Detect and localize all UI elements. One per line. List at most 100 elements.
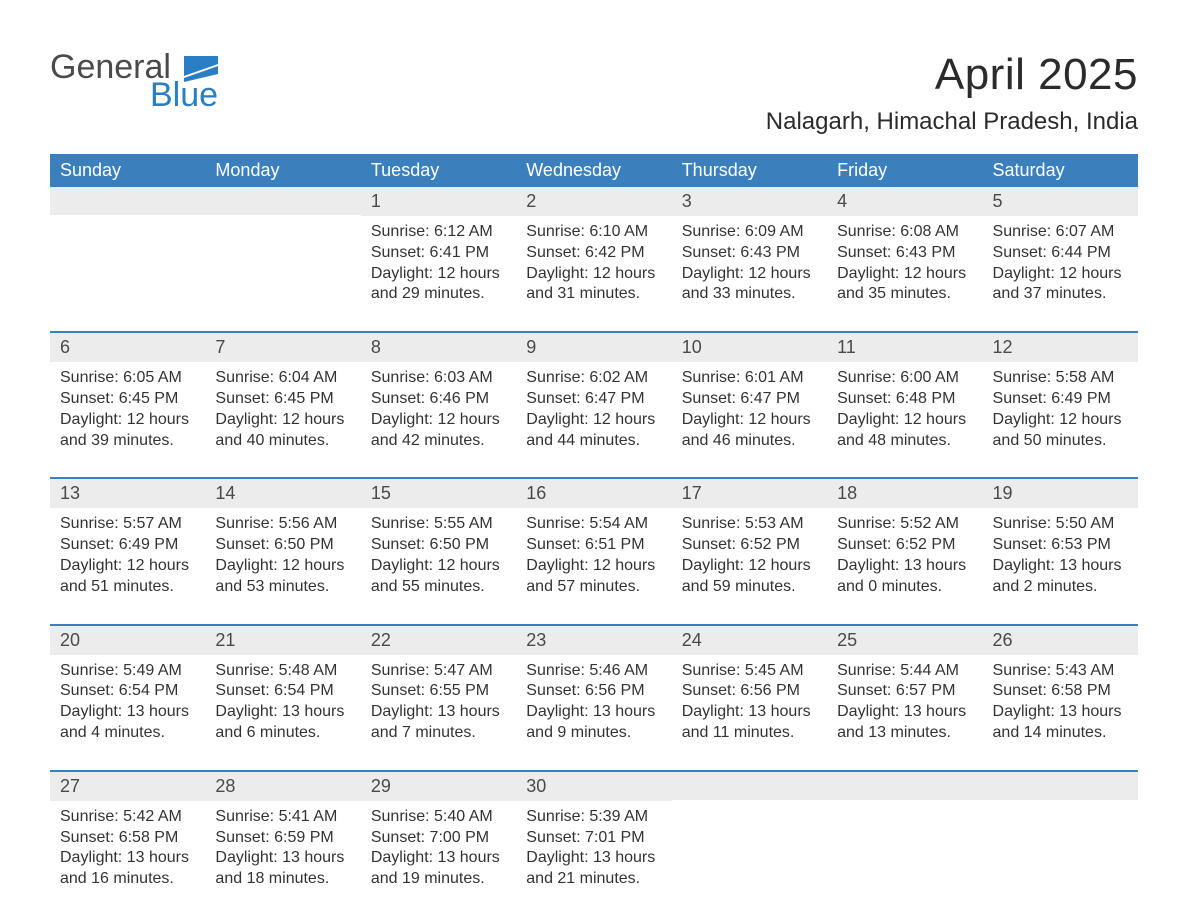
day-details: Sunrise: 5:43 AMSunset: 6:58 PMDaylight:… xyxy=(983,655,1138,770)
day-details: Sunrise: 6:07 AMSunset: 6:44 PMDaylight:… xyxy=(983,216,1138,331)
sunset-text: Sunset: 6:56 PM xyxy=(526,681,661,702)
sunrise-text: Sunrise: 6:04 AM xyxy=(215,368,350,389)
daylight-text: Daylight: 12 hours and 31 minutes. xyxy=(526,264,661,306)
calendar-week-row: 6Sunrise: 6:05 AMSunset: 6:45 PMDaylight… xyxy=(50,331,1138,477)
calendar-cell: 15Sunrise: 5:55 AMSunset: 6:50 PMDayligh… xyxy=(361,477,516,623)
calendar-cell: 5Sunrise: 6:07 AMSunset: 6:44 PMDaylight… xyxy=(983,187,1138,331)
daylight-text: Daylight: 13 hours and 7 minutes. xyxy=(371,702,506,744)
calendar-cell: 21Sunrise: 5:48 AMSunset: 6:54 PMDayligh… xyxy=(205,624,360,770)
day-details: Sunrise: 5:42 AMSunset: 6:58 PMDaylight:… xyxy=(50,801,205,916)
sunset-text: Sunset: 6:50 PM xyxy=(215,535,350,556)
calendar-cell: 4Sunrise: 6:08 AMSunset: 6:43 PMDaylight… xyxy=(827,187,982,331)
calendar-cell: 17Sunrise: 5:53 AMSunset: 6:52 PMDayligh… xyxy=(672,477,827,623)
daylight-text: Daylight: 13 hours and 9 minutes. xyxy=(526,702,661,744)
sunset-text: Sunset: 7:01 PM xyxy=(526,828,661,849)
day-details: Sunrise: 5:46 AMSunset: 6:56 PMDaylight:… xyxy=(516,655,671,770)
sunset-text: Sunset: 6:47 PM xyxy=(526,389,661,410)
header-bar: General Blue April 2025 Nalagarh, Himach… xyxy=(50,50,1138,136)
day-details: Sunrise: 5:40 AMSunset: 7:00 PMDaylight:… xyxy=(361,801,516,916)
day-header: Friday xyxy=(827,154,982,187)
day-header: Tuesday xyxy=(361,154,516,187)
sunset-text: Sunset: 6:43 PM xyxy=(837,243,972,264)
calendar-cell xyxy=(827,770,982,916)
calendar-cell: 27Sunrise: 5:42 AMSunset: 6:58 PMDayligh… xyxy=(50,770,205,916)
day-details: Sunrise: 5:47 AMSunset: 6:55 PMDaylight:… xyxy=(361,655,516,770)
calendar-cell: 30Sunrise: 5:39 AMSunset: 7:01 PMDayligh… xyxy=(516,770,671,916)
day-number: 21 xyxy=(205,626,360,655)
daylight-text: Daylight: 12 hours and 53 minutes. xyxy=(215,556,350,598)
day-number-empty xyxy=(205,187,360,215)
calendar-cell: 11Sunrise: 6:00 AMSunset: 6:48 PMDayligh… xyxy=(827,331,982,477)
daylight-text: Daylight: 13 hours and 2 minutes. xyxy=(993,556,1128,598)
day-number: 25 xyxy=(827,626,982,655)
daylight-text: Daylight: 12 hours and 55 minutes. xyxy=(371,556,506,598)
day-details: Sunrise: 6:10 AMSunset: 6:42 PMDaylight:… xyxy=(516,216,671,331)
sunrise-text: Sunrise: 6:08 AM xyxy=(837,222,972,243)
sunrise-text: Sunrise: 6:02 AM xyxy=(526,368,661,389)
calendar-cell xyxy=(672,770,827,916)
day-details: Sunrise: 6:04 AMSunset: 6:45 PMDaylight:… xyxy=(205,362,360,477)
sunrise-text: Sunrise: 5:49 AM xyxy=(60,661,195,682)
day-header: Sunday xyxy=(50,154,205,187)
day-details: Sunrise: 5:39 AMSunset: 7:01 PMDaylight:… xyxy=(516,801,671,916)
sunset-text: Sunset: 6:52 PM xyxy=(682,535,817,556)
sunset-text: Sunset: 6:47 PM xyxy=(682,389,817,410)
sunset-text: Sunset: 6:59 PM xyxy=(215,828,350,849)
day-header: Thursday xyxy=(672,154,827,187)
sunrise-text: Sunrise: 5:50 AM xyxy=(993,514,1128,535)
day-details: Sunrise: 6:02 AMSunset: 6:47 PMDaylight:… xyxy=(516,362,671,477)
day-number: 12 xyxy=(983,333,1138,362)
calendar-cell: 28Sunrise: 5:41 AMSunset: 6:59 PMDayligh… xyxy=(205,770,360,916)
day-number-empty xyxy=(983,772,1138,800)
day-number: 30 xyxy=(516,772,671,801)
day-details: Sunrise: 6:05 AMSunset: 6:45 PMDaylight:… xyxy=(50,362,205,477)
calendar-cell: 13Sunrise: 5:57 AMSunset: 6:49 PMDayligh… xyxy=(50,477,205,623)
calendar-cell: 29Sunrise: 5:40 AMSunset: 7:00 PMDayligh… xyxy=(361,770,516,916)
sunrise-text: Sunrise: 6:00 AM xyxy=(837,368,972,389)
day-number: 4 xyxy=(827,187,982,216)
sunrise-text: Sunrise: 5:40 AM xyxy=(371,807,506,828)
sunrise-text: Sunrise: 6:01 AM xyxy=(682,368,817,389)
sunset-text: Sunset: 6:54 PM xyxy=(60,681,195,702)
flag-icon xyxy=(184,54,218,80)
daylight-text: Daylight: 13 hours and 6 minutes. xyxy=(215,702,350,744)
day-number: 26 xyxy=(983,626,1138,655)
day-number: 14 xyxy=(205,479,360,508)
day-number: 18 xyxy=(827,479,982,508)
sunset-text: Sunset: 6:45 PM xyxy=(60,389,195,410)
daylight-text: Daylight: 12 hours and 57 minutes. xyxy=(526,556,661,598)
day-details: Sunrise: 5:54 AMSunset: 6:51 PMDaylight:… xyxy=(516,508,671,623)
calendar-cell: 6Sunrise: 6:05 AMSunset: 6:45 PMDaylight… xyxy=(50,331,205,477)
sunrise-text: Sunrise: 5:54 AM xyxy=(526,514,661,535)
sunset-text: Sunset: 6:48 PM xyxy=(837,389,972,410)
day-number: 9 xyxy=(516,333,671,362)
calendar-cell: 18Sunrise: 5:52 AMSunset: 6:52 PMDayligh… xyxy=(827,477,982,623)
sunrise-text: Sunrise: 5:39 AM xyxy=(526,807,661,828)
day-number: 1 xyxy=(361,187,516,216)
daylight-text: Daylight: 13 hours and 11 minutes. xyxy=(682,702,817,744)
calendar-cell: 25Sunrise: 5:44 AMSunset: 6:57 PMDayligh… xyxy=(827,624,982,770)
day-details: Sunrise: 5:44 AMSunset: 6:57 PMDaylight:… xyxy=(827,655,982,770)
calendar-week-row: 20Sunrise: 5:49 AMSunset: 6:54 PMDayligh… xyxy=(50,624,1138,770)
calendar-cell: 16Sunrise: 5:54 AMSunset: 6:51 PMDayligh… xyxy=(516,477,671,623)
daylight-text: Daylight: 12 hours and 42 minutes. xyxy=(371,410,506,452)
sunset-text: Sunset: 6:42 PM xyxy=(526,243,661,264)
calendar-cell: 8Sunrise: 6:03 AMSunset: 6:46 PMDaylight… xyxy=(361,331,516,477)
calendar-cell: 7Sunrise: 6:04 AMSunset: 6:45 PMDaylight… xyxy=(205,331,360,477)
sunrise-text: Sunrise: 6:12 AM xyxy=(371,222,506,243)
sunrise-text: Sunrise: 5:57 AM xyxy=(60,514,195,535)
day-details: Sunrise: 6:01 AMSunset: 6:47 PMDaylight:… xyxy=(672,362,827,477)
day-header: Saturday xyxy=(983,154,1138,187)
sunset-text: Sunset: 7:00 PM xyxy=(371,828,506,849)
daylight-text: Daylight: 12 hours and 40 minutes. xyxy=(215,410,350,452)
calendar-cell xyxy=(50,187,205,331)
day-number: 19 xyxy=(983,479,1138,508)
calendar-body: 1 Sunrise: 6:12 AMSunset: 6:41 PM Daylight… xyxy=(50,187,1138,916)
day-header: Monday xyxy=(205,154,360,187)
day-details: Sunrise: 5:56 AMSunset: 6:50 PMDaylight:… xyxy=(205,508,360,623)
sunset-text: Sunset: 6:41 PM xyxy=(371,243,506,264)
calendar-week-row: 13Sunrise: 5:57 AMSunset: 6:49 PMDayligh… xyxy=(50,477,1138,623)
location-subtitle: Nalagarh, Himachal Pradesh, India xyxy=(766,108,1138,136)
sunrise-text: Sunrise: 5:56 AM xyxy=(215,514,350,535)
sunrise-text: Sunrise: 6:07 AM xyxy=(993,222,1128,243)
